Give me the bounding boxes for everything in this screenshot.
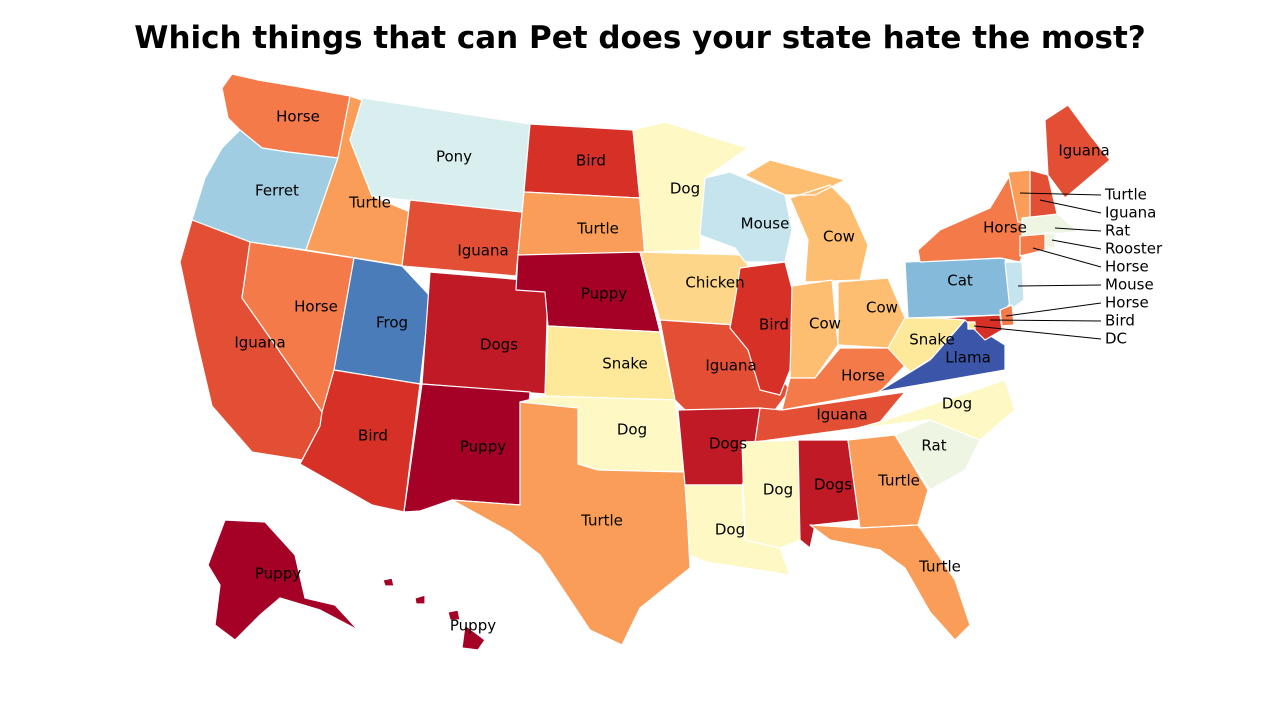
state-label-la: Dog xyxy=(715,521,745,539)
state-label-me: Iguana xyxy=(1058,142,1109,160)
state-label-ne: Puppy xyxy=(581,285,627,303)
leader-line-de xyxy=(1005,302,1102,317)
state-label-tn: Iguana xyxy=(816,406,867,424)
leader-line-nh xyxy=(1039,199,1102,214)
callout-label-de: Horse xyxy=(1105,294,1149,312)
state-az xyxy=(299,369,421,513)
leader-line-ma xyxy=(1054,227,1102,232)
state-label-ut: Frog xyxy=(376,314,408,332)
state-label-oh: Cow xyxy=(866,299,898,317)
leaders-layer xyxy=(973,192,1102,340)
state-label-hi: Puppy xyxy=(450,617,496,635)
state-label-co: Dogs xyxy=(480,336,518,354)
callout-label-nh: Iguana xyxy=(1105,204,1156,222)
state-sc xyxy=(894,419,981,491)
state-label-sc: Rat xyxy=(921,437,946,455)
callout-label-vt: Turtle xyxy=(1104,186,1147,204)
state-wy xyxy=(401,199,523,277)
state-label-sd: Turtle xyxy=(576,220,619,238)
state-ma xyxy=(1021,213,1079,237)
state-label-nm: Puppy xyxy=(460,438,506,456)
state-md xyxy=(937,314,1003,341)
state-label-wa: Horse xyxy=(276,108,320,126)
state-la xyxy=(684,484,791,576)
state-in xyxy=(789,279,839,379)
callout-label-md: Bird xyxy=(1105,312,1135,330)
state-label-il: Bird xyxy=(759,316,789,334)
state-label-ia: Chicken xyxy=(685,274,744,292)
state-il xyxy=(729,261,796,396)
callout-label-ri: Rooster xyxy=(1105,240,1163,258)
state-label-tx: Turtle xyxy=(580,512,623,530)
state-ak xyxy=(207,519,359,641)
state-label-nv: Horse xyxy=(294,298,338,316)
state-label-mt: Pony xyxy=(436,148,472,166)
state-fl xyxy=(809,524,971,641)
state-ms xyxy=(741,439,801,549)
leader-line-nj xyxy=(1017,284,1102,287)
state-label-al: Dogs xyxy=(814,476,852,494)
state-label-az: Bird xyxy=(358,427,388,445)
state-label-ms: Dog xyxy=(763,481,793,499)
state-ga xyxy=(847,434,929,529)
callout-label-ct: Horse xyxy=(1105,258,1149,276)
state-label-wv: Snake xyxy=(909,331,955,349)
state-label-nc: Dog xyxy=(942,395,972,413)
leader-line-ri xyxy=(1051,239,1102,250)
state-label-ks: Snake xyxy=(602,355,648,373)
state-label-ar: Dogs xyxy=(709,435,747,453)
state-mi xyxy=(744,159,869,283)
map-title: Which things that can Pet does your stat… xyxy=(134,20,1146,56)
state-label-ok: Dog xyxy=(617,421,647,439)
state-label-or: Ferret xyxy=(255,182,299,200)
state-label-ky: Horse xyxy=(841,367,885,385)
state-nc xyxy=(857,379,1016,441)
state-label-ny: Horse xyxy=(983,219,1027,237)
labels-layer: HorseFerretIguanaTurtleHorsePonyIguanaFr… xyxy=(234,108,1163,635)
state-hi xyxy=(382,577,486,651)
leader-line-vt xyxy=(1019,192,1102,196)
state-label-wi: Mouse xyxy=(741,215,790,233)
callout-label-dc: DC xyxy=(1105,330,1127,348)
state-label-pa: Cat xyxy=(947,272,973,290)
state-label-fl: Turtle xyxy=(918,558,961,576)
states-layer xyxy=(179,73,1111,651)
state-mn xyxy=(632,121,749,253)
state-ct xyxy=(1019,233,1046,257)
callout-label-nj: Mouse xyxy=(1105,276,1154,294)
state-label-nd: Bird xyxy=(576,152,606,170)
state-label-id: Turtle xyxy=(348,194,391,212)
state-label-mo: Iguana xyxy=(705,357,756,375)
state-label-ca: Iguana xyxy=(234,334,285,352)
state-label-mn: Dog xyxy=(670,180,700,198)
state-dc xyxy=(967,321,976,330)
state-label-va: Llama xyxy=(945,349,991,367)
callout-label-ma: Rat xyxy=(1105,222,1130,240)
state-label-in: Cow xyxy=(809,315,841,333)
leader-line-md xyxy=(989,319,1102,322)
state-label-mi: Cow xyxy=(823,228,855,246)
state-tx xyxy=(451,401,691,646)
leader-line-ct xyxy=(1032,247,1102,268)
leader-line-dc xyxy=(973,325,1102,340)
state-label-ga: Turtle xyxy=(877,472,920,490)
state-label-ak: Puppy xyxy=(255,565,301,583)
state-label-wy: Iguana xyxy=(457,242,508,260)
state-nj xyxy=(1004,261,1025,311)
